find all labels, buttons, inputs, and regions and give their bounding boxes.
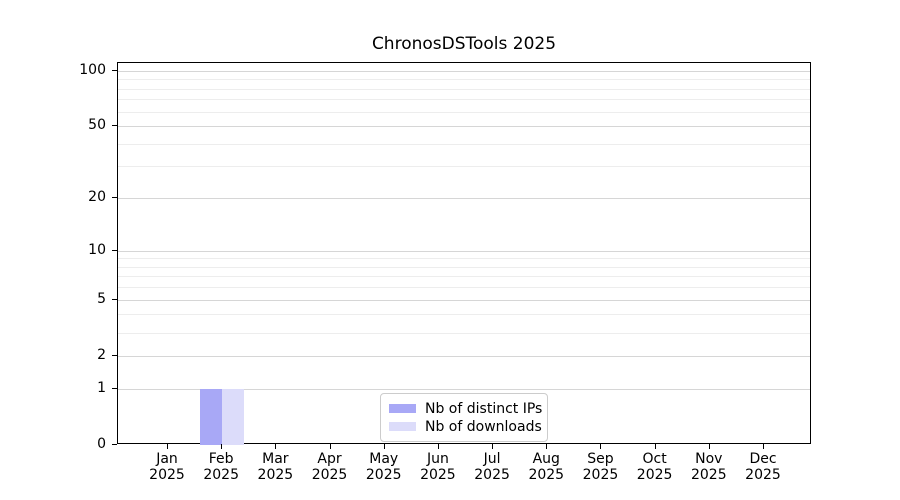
- y-tick-label-20: 20: [88, 189, 106, 206]
- x-tick-label-Sep: Sep 2025: [570, 451, 630, 483]
- gridline-y-8: [118, 266, 810, 268]
- plot-area: Nb of distinct IPs Nb of downloads: [117, 62, 811, 445]
- legend: Nb of distinct IPs Nb of downloads: [380, 393, 548, 442]
- gridline-y-2: [118, 355, 810, 357]
- y-tick-10: [112, 249, 117, 251]
- gridline-y-100: [118, 70, 810, 72]
- gridline-y-20: [118, 198, 810, 200]
- y-tick-5: [112, 298, 117, 300]
- legend-swatch-downloads: [389, 422, 416, 431]
- gridline-y-60: [118, 111, 810, 113]
- x-tick-year-Dec: 2025: [745, 467, 781, 483]
- y-tick-20: [112, 197, 117, 199]
- x-tick-label-Jan: Jan 2025: [137, 451, 197, 483]
- bar-Feb 2025-Nb of downloads: [222, 388, 245, 445]
- gridline-y-7: [118, 276, 810, 278]
- x-tick-label-Jun: Jun 2025: [408, 451, 468, 483]
- x-tick-year-Nov: 2025: [690, 467, 727, 483]
- x-tick-Jan: [167, 444, 168, 449]
- gridline-y-50: [118, 126, 810, 128]
- y-tick-label-2: 2: [97, 346, 106, 363]
- y-tick-label-1: 1: [97, 379, 106, 396]
- y-tick-1: [112, 387, 117, 389]
- chart-title: ChronosDSTools 2025: [371, 34, 557, 54]
- x-tick-year-Jan: 2025: [149, 467, 185, 483]
- y-tick-label-100: 100: [79, 61, 106, 78]
- x-tick-year-Mar: 2025: [257, 467, 294, 483]
- legend-swatch-distinct-ips: [389, 404, 416, 413]
- x-tick-label-Feb: Feb 2025: [191, 451, 251, 483]
- x-tick-year-Sep: 2025: [582, 467, 619, 483]
- x-tick-label-Aug: Aug 2025: [516, 451, 576, 483]
- y-tick-label-10: 10: [88, 241, 106, 258]
- x-tick-label-Mar: Mar 2025: [245, 451, 305, 483]
- x-tick-label-Dec: Dec 2025: [733, 451, 793, 483]
- x-tick-Oct: [654, 444, 656, 449]
- x-tick-Apr: [329, 444, 331, 449]
- x-tick-May: [383, 444, 385, 449]
- legend-item-downloads: Nb of downloads: [389, 418, 542, 435]
- x-tick-Jul: [492, 444, 494, 449]
- y-tick-100: [112, 69, 117, 71]
- gridline-y-5: [118, 299, 810, 301]
- x-tick-Feb: [221, 444, 223, 449]
- gridline-y-4: [118, 314, 810, 316]
- x-tick-Aug: [546, 444, 548, 449]
- x-tick-year-May: 2025: [365, 467, 402, 483]
- gridline-y-90: [118, 79, 810, 81]
- legend-label-downloads: Nb of downloads: [425, 418, 542, 435]
- x-tick-label-Jul: Jul 2025: [462, 451, 522, 483]
- x-tick-year-Feb: 2025: [203, 467, 239, 483]
- gridline-y-80: [118, 88, 810, 90]
- gridline-y-10: [118, 250, 810, 252]
- x-tick-label-Nov: Nov 2025: [679, 451, 739, 483]
- y-tick-label-5: 5: [97, 290, 106, 307]
- x-tick-label-Apr: Apr 2025: [300, 451, 360, 483]
- x-tick-year-Aug: 2025: [528, 467, 565, 483]
- x-tick-year-Jun: 2025: [420, 467, 456, 483]
- gridline-y-40: [118, 143, 810, 145]
- x-tick-Sep: [600, 444, 602, 449]
- x-tick-year-Oct: 2025: [636, 467, 673, 483]
- y-tick-50: [112, 125, 117, 127]
- gridline-y-70: [118, 99, 810, 101]
- gridline-y-1: [118, 388, 810, 390]
- x-tick-label-Oct: Oct 2025: [625, 451, 685, 483]
- x-tick-year-Jul: 2025: [474, 467, 510, 483]
- gridline-y-3: [118, 332, 810, 334]
- gridline-y-9: [118, 258, 810, 260]
- x-tick-year-Apr: 2025: [311, 467, 348, 483]
- x-tick-Dec: [763, 444, 764, 449]
- y-tick-label-50: 50: [88, 117, 106, 134]
- gridline-y-6: [118, 287, 810, 289]
- gridline-y-30: [118, 166, 810, 168]
- legend-label-distinct-ips: Nb of distinct IPs: [425, 400, 543, 417]
- x-tick-Jun: [437, 444, 439, 449]
- y-tick-label-0: 0: [97, 436, 106, 452]
- x-tick-Nov: [708, 444, 710, 449]
- bar-Feb 2025-Nb of distinct IPs: [200, 388, 223, 445]
- x-tick-Mar: [275, 444, 277, 449]
- y-tick-2: [112, 354, 117, 356]
- x-tick-label-May: May 2025: [354, 451, 414, 483]
- legend-item-distinct-ips: Nb of distinct IPs: [389, 400, 543, 417]
- y-tick-0: [112, 444, 117, 445]
